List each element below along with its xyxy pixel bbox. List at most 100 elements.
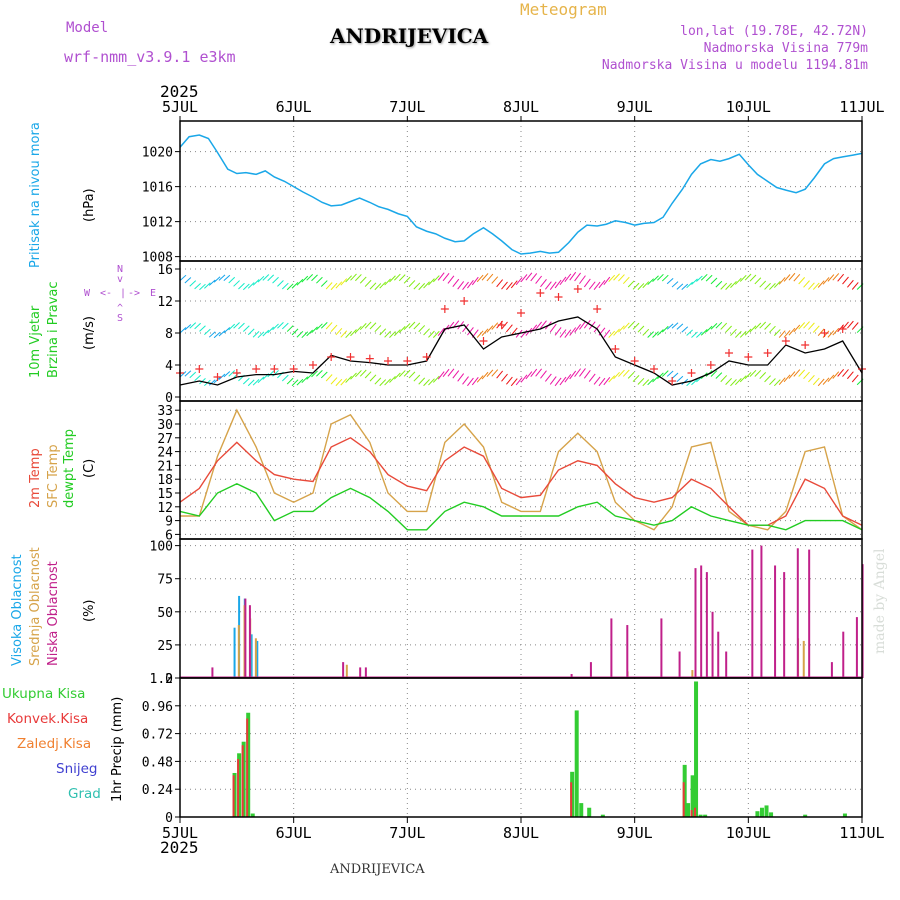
wind-arrow (705, 274, 713, 282)
wind-arrow (286, 377, 294, 385)
wind-arrow (773, 281, 781, 288)
wind-arrow (642, 281, 650, 289)
gust-mark (460, 297, 469, 305)
wind-arrow (837, 273, 845, 282)
wind-arrow (632, 322, 640, 330)
wind-arrow (413, 282, 421, 290)
gust-mark (403, 357, 412, 365)
wind-arrow (627, 280, 635, 288)
wind-arrow (481, 328, 489, 336)
gust-mark (497, 321, 506, 329)
wind-arrow (657, 273, 664, 281)
wind-arrow (720, 375, 728, 383)
wind-arrow (827, 274, 835, 282)
wind-arrow (335, 281, 343, 289)
wind-arrow (647, 278, 655, 285)
precip-bar (698, 814, 703, 817)
wind-arrow (398, 326, 406, 333)
station-title: ANDRIJEVICA (330, 24, 489, 48)
wind-arrow (559, 276, 567, 286)
wind-arrow (525, 272, 533, 281)
wind-arrow (657, 329, 664, 336)
wind-arrow (506, 376, 513, 385)
wind-arrow (734, 330, 742, 338)
wind-arrow (359, 323, 367, 331)
wind-arrow (618, 369, 625, 377)
pressure-unit: (hPa) (82, 188, 97, 222)
wind-arrow (486, 273, 494, 282)
wind-arrow (525, 371, 533, 380)
year-bottom: 2025 (160, 838, 199, 857)
wind-arrow (574, 272, 581, 282)
temp-title-2m: 2m Temp (28, 448, 43, 508)
wind-arrow (832, 371, 840, 379)
gust-mark (536, 289, 545, 297)
wind-title-1: 10m Vjetar (28, 305, 43, 378)
cloud-bar (359, 667, 362, 678)
cloud-bar (694, 568, 697, 678)
wind-arrow (569, 327, 577, 336)
wind-arrow (437, 371, 445, 380)
wind-arrow (564, 329, 572, 338)
wind-arrow (350, 273, 357, 281)
wind-arrow (491, 322, 499, 330)
gust-mark (213, 373, 222, 381)
wind-arrow (827, 330, 835, 338)
wind-arrow (739, 375, 747, 383)
wind-arrow (632, 375, 640, 382)
cloud-bar (700, 565, 703, 678)
wind-arrow (233, 322, 240, 329)
wind-arrow (199, 325, 206, 332)
wind-arrow (710, 277, 718, 285)
wind-arrow (189, 371, 197, 379)
wind-arrow (739, 274, 747, 282)
wind-arrow (554, 377, 562, 387)
wind-arrow (822, 377, 830, 385)
wind-arrow (286, 283, 294, 291)
wind-arrow (583, 278, 591, 288)
wind-arrow (588, 281, 596, 290)
wind-arrow (749, 325, 757, 333)
model-name: wrf-nmm_v3.9.1 e3km (64, 48, 236, 66)
cloud-bar (774, 565, 777, 678)
wind-arrow (710, 322, 718, 330)
wind-arrow (481, 371, 489, 380)
model-altitude-label: Nadmorska Visina u modelu 1194.81m (601, 58, 868, 73)
wind-arrow (325, 374, 333, 382)
wind-arrow (418, 377, 426, 385)
y-tick-label: 18 (157, 473, 173, 488)
wind-dir-bar: | (120, 288, 127, 299)
wind-arrow (262, 274, 270, 281)
wind-arrow (851, 322, 859, 330)
wind-arrow (252, 379, 260, 386)
wind-title-2: Brzina i Pravac (46, 281, 61, 378)
wind-arrow (613, 371, 620, 380)
wind-arrow (798, 369, 806, 377)
wind-arrow (734, 277, 742, 285)
wind-arrow (325, 282, 333, 290)
legend-snow: Snijeg (56, 761, 98, 777)
wind-arrow (754, 277, 762, 285)
y-tick-label: 1016 (142, 181, 173, 196)
wind-arrow (447, 368, 455, 377)
wind-arrow (423, 281, 430, 289)
wind-arrow (622, 369, 630, 377)
wind-arrow (569, 370, 577, 380)
gust-mark (479, 337, 488, 345)
wind-arrow (316, 276, 323, 284)
cloud-bar (808, 549, 811, 678)
cloud-bar (256, 640, 259, 678)
wind-arrow (583, 319, 591, 329)
cloud-bar (211, 667, 214, 678)
wind-arrow (272, 276, 279, 284)
wind-arrow (778, 330, 786, 338)
wind-arrow (676, 323, 684, 330)
precip-bar (574, 710, 579, 817)
cloud-bar (717, 631, 720, 678)
legend-rain: Ukupna Kisa (2, 686, 86, 702)
precip-bar (237, 759, 240, 817)
wind-arrow (759, 372, 767, 379)
wind-arrow (700, 329, 708, 336)
wind-arrow (725, 325, 732, 333)
cloud-title-high: Visoka Oblacnost (10, 554, 25, 666)
